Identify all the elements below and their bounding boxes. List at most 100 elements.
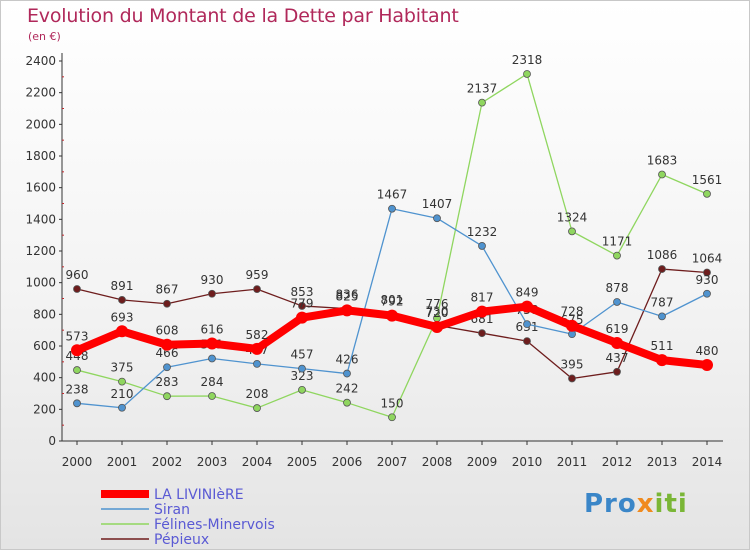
data-label: 582 — [246, 328, 269, 342]
data-point — [388, 413, 396, 422]
data-label: 1467 — [377, 188, 408, 202]
data-label: 457 — [291, 348, 314, 362]
data-label: 238 — [66, 382, 89, 396]
x-tick-label: 2004 — [242, 455, 273, 469]
data-point — [476, 305, 488, 318]
data-point — [118, 377, 126, 386]
data-point — [566, 319, 578, 332]
legend-label: Pépieux — [154, 532, 209, 548]
data-point — [163, 392, 171, 401]
data-label: 1064 — [692, 252, 723, 266]
data-point — [703, 189, 711, 198]
data-label: 1086 — [647, 248, 678, 262]
y-tick-label: 400 — [33, 371, 56, 385]
data-point — [431, 321, 443, 333]
chart-unit: (en €) — [28, 30, 61, 43]
data-label: 208 — [246, 387, 269, 401]
data-point — [613, 298, 621, 306]
x-tick-label: 2005 — [287, 455, 318, 469]
data-label: 480 — [696, 344, 719, 358]
data-label: 787 — [651, 295, 674, 309]
x-tick-label: 2000 — [62, 455, 93, 469]
data-point — [613, 367, 621, 376]
data-point — [658, 312, 666, 321]
data-point — [478, 242, 486, 250]
data-label: 853 — [291, 285, 314, 299]
x-tick-label: 2011 — [557, 455, 588, 469]
y-tick-label: 2200 — [25, 86, 56, 100]
x-tick-label: 2002 — [152, 455, 183, 469]
chart-title: Evolution du Montant de la Dette par Hab… — [27, 5, 459, 27]
data-label: 1171 — [602, 235, 633, 249]
data-point — [568, 374, 576, 383]
data-point — [163, 299, 171, 308]
data-point — [523, 320, 531, 329]
legend-label: Siran — [154, 502, 190, 518]
data-point — [253, 285, 261, 294]
data-point — [208, 354, 216, 363]
data-point — [163, 363, 171, 372]
data-point — [73, 399, 81, 408]
y-tick-label: 200 — [33, 402, 56, 416]
legend-label: LA LIVINIèRE — [154, 487, 244, 503]
data-label: 867 — [156, 283, 179, 297]
data-point — [568, 227, 576, 236]
data-label: 693 — [111, 310, 134, 324]
data-label: 284 — [201, 375, 224, 389]
data-label: 1324 — [557, 210, 588, 224]
data-point — [523, 70, 531, 78]
data-point — [343, 369, 351, 378]
data-label: 836 — [336, 288, 359, 302]
data-point — [703, 289, 711, 298]
x-tick-label: 2007 — [377, 455, 408, 469]
data-label: 720 — [426, 306, 449, 320]
legend-label: Félines-Minervois — [154, 517, 275, 533]
data-label: 466 — [156, 346, 179, 360]
data-label: 242 — [336, 382, 359, 396]
data-label: 283 — [156, 375, 179, 389]
data-label: 1561 — [692, 173, 723, 187]
data-label: 426 — [336, 353, 359, 367]
data-point — [73, 285, 81, 293]
data-label: 817 — [471, 291, 494, 305]
x-tick-label: 2003 — [197, 455, 228, 469]
data-point — [656, 354, 668, 367]
data-label: 511 — [651, 339, 674, 353]
data-point — [161, 338, 173, 351]
x-tick-label: 2009 — [467, 455, 498, 469]
data-label: 930 — [696, 273, 719, 287]
data-label: 2318 — [512, 53, 543, 67]
data-label: 1232 — [467, 225, 498, 239]
data-point — [611, 336, 623, 349]
data-point — [478, 329, 486, 338]
y-tick-label: 2000 — [25, 117, 56, 131]
data-point — [658, 265, 666, 273]
data-label: 2137 — [467, 82, 498, 96]
data-point — [71, 344, 83, 357]
data-label: 437 — [606, 351, 629, 365]
data-point — [251, 342, 263, 355]
data-point — [298, 302, 306, 310]
data-label: 573 — [66, 329, 89, 343]
data-point — [208, 289, 216, 298]
data-point — [433, 214, 441, 223]
data-point — [118, 296, 126, 304]
data-point — [296, 311, 308, 324]
data-label: 395 — [561, 357, 584, 371]
data-label: 792 — [381, 295, 404, 309]
x-tick-label: 2006 — [332, 455, 363, 469]
x-tick-label: 2013 — [647, 455, 678, 469]
data-point — [613, 251, 621, 260]
data-point — [386, 309, 398, 322]
y-tick-label: 1800 — [25, 149, 56, 163]
y-tick-label: 1200 — [25, 244, 56, 258]
data-point — [206, 337, 218, 350]
y-tick-label: 600 — [33, 339, 56, 353]
y-tick-label: 1400 — [25, 212, 56, 226]
y-tick-label: 1600 — [25, 181, 56, 195]
data-point — [701, 359, 713, 371]
data-label: 728 — [561, 305, 584, 319]
data-point — [341, 304, 353, 317]
